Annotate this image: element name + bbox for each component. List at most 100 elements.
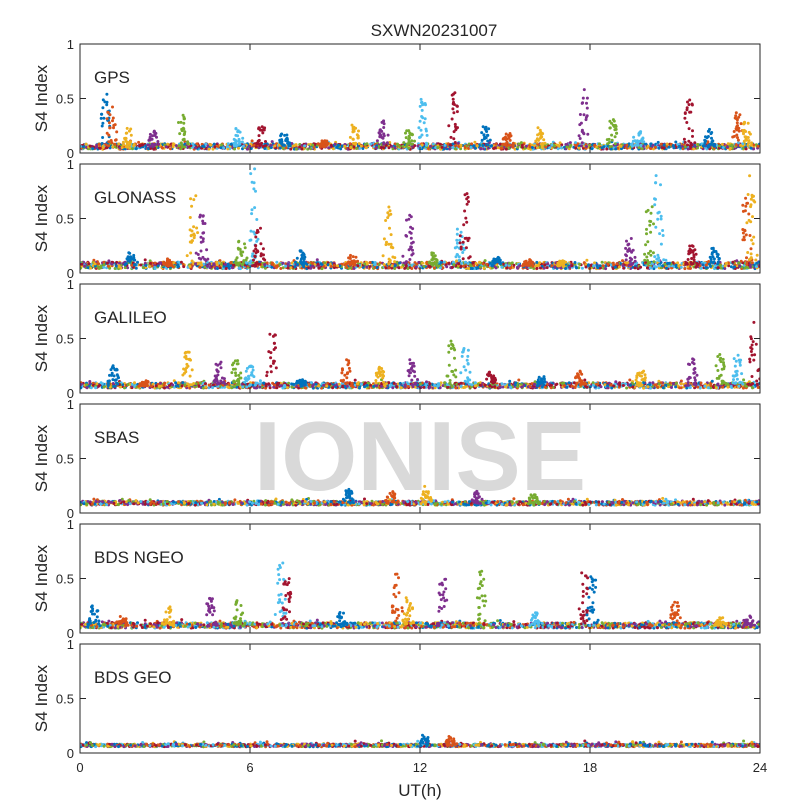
peak-point [124, 262, 128, 266]
peak-point [150, 142, 154, 146]
peak-point [630, 257, 634, 261]
peak-point [196, 231, 200, 235]
data-point [667, 264, 671, 268]
data-point [498, 142, 502, 146]
peak-point [286, 141, 290, 145]
data-point [714, 264, 717, 268]
data-point [278, 263, 282, 266]
peak-point [626, 249, 630, 253]
peak-point [534, 139, 538, 143]
peak-point [711, 255, 715, 259]
peak-point [382, 134, 386, 138]
peak-point [659, 217, 663, 221]
peak-point [114, 138, 118, 142]
peak-point [201, 237, 205, 241]
data-point [198, 265, 202, 269]
peak-point [523, 260, 527, 264]
data-point [516, 145, 520, 149]
peak-point [691, 250, 695, 254]
data-point [169, 147, 172, 151]
peak-point [318, 143, 322, 147]
data-point [533, 144, 537, 148]
data-point [179, 260, 183, 264]
data-point [329, 143, 333, 147]
peak-point [384, 243, 388, 247]
peak-point [129, 127, 133, 131]
data-point [701, 263, 705, 267]
peak-point [743, 209, 747, 213]
peak-point [252, 230, 256, 234]
peak-point [181, 113, 185, 117]
peak-point [737, 129, 741, 133]
peak-point [186, 142, 190, 146]
data-point [466, 262, 470, 265]
peak-point [750, 261, 754, 265]
peak-point [652, 222, 655, 226]
peak-point [716, 253, 720, 257]
peak-point [254, 244, 257, 247]
peak-point [682, 137, 686, 141]
peak-point [736, 136, 739, 140]
peak-point [250, 212, 254, 216]
peak-point [749, 220, 753, 224]
data-point [110, 262, 114, 266]
peak-point [402, 141, 406, 145]
peak-point [349, 146, 353, 149]
peak-point [630, 262, 634, 266]
peak-point [741, 228, 745, 231]
data-point [577, 266, 581, 270]
peak-point [608, 145, 612, 149]
peak-point [491, 264, 494, 268]
data-point [84, 142, 88, 146]
data-point [625, 143, 629, 147]
peak-point [253, 206, 257, 210]
data-point [99, 266, 103, 270]
data-point [216, 144, 220, 148]
peak-point [179, 120, 183, 124]
data-point [538, 145, 542, 149]
data-point [634, 262, 638, 266]
data-point [315, 258, 319, 262]
data-point [749, 146, 753, 150]
data-point [230, 266, 234, 270]
data-point [459, 265, 463, 269]
peak-point [236, 134, 240, 138]
data-point [281, 146, 285, 150]
data-point [652, 267, 656, 271]
data-point [451, 265, 454, 269]
peak-point [738, 113, 742, 117]
peak-point [405, 218, 408, 222]
data-point [574, 141, 577, 145]
peak-point [651, 251, 655, 255]
peak-point [745, 256, 748, 260]
peak-point [521, 264, 525, 268]
data-point [559, 146, 563, 150]
peak-point [746, 251, 750, 254]
data-point [92, 258, 96, 262]
data-point [265, 261, 269, 265]
peak-point [302, 260, 306, 264]
data-point [686, 147, 690, 151]
peak-point [121, 140, 125, 144]
peak-point [654, 181, 658, 185]
peak-point [693, 248, 697, 252]
data-point [483, 259, 487, 263]
peak-point [712, 144, 716, 148]
peak-point [717, 257, 721, 260]
data-point [463, 146, 467, 150]
peak-point [460, 261, 464, 265]
peak-point [423, 117, 427, 121]
peak-point [259, 242, 263, 246]
data-point [270, 140, 274, 144]
peak-point [751, 242, 755, 246]
peak-point [494, 260, 498, 264]
peak-point [382, 237, 386, 241]
data-point [331, 147, 335, 151]
data-point [420, 143, 424, 147]
peak-point [183, 130, 187, 134]
peak-point [743, 121, 746, 125]
data-point [208, 266, 212, 270]
peak-point [585, 145, 589, 148]
data-point [478, 260, 481, 264]
data-point [227, 266, 231, 270]
